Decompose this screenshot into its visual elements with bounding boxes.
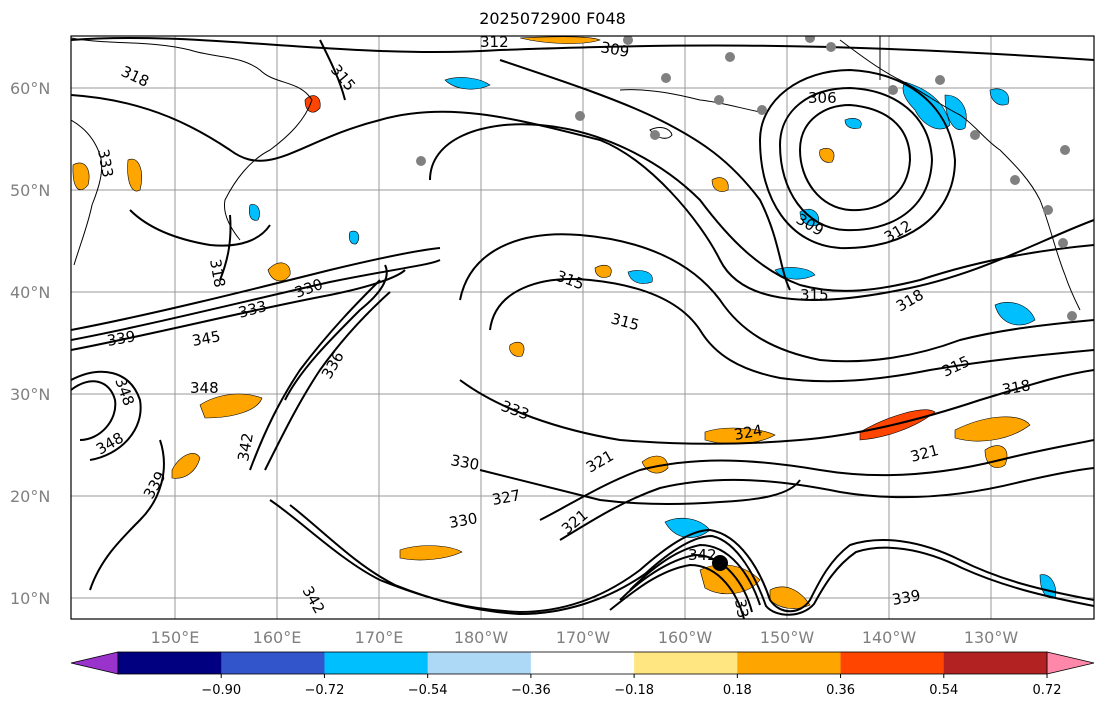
colorbar-tick-label: −0.54	[408, 683, 448, 698]
colorbar-tick-label: 0.54	[929, 683, 958, 698]
lat-label: 30°N	[10, 385, 50, 404]
contour-label: 327	[491, 486, 522, 509]
contour-label: 318	[1001, 376, 1032, 399]
colorbar-tick-label: −0.36	[511, 683, 551, 698]
colorbar-cell	[840, 652, 945, 674]
lat-label: 60°N	[10, 79, 50, 98]
coastlines	[71, 36, 1081, 311]
contour-label: 324	[733, 421, 764, 444]
map-title: 2025072900 F048	[479, 9, 626, 28]
colorbar: −0.90 −0.72 −0.54 −0.36 −0.18 0.18 0.36 0.54 0.7…	[70, 651, 1095, 698]
lon-label: 170°W	[556, 628, 611, 647]
contour-lines	[71, 36, 1094, 619]
lon-label: 160°W	[658, 628, 713, 647]
contour-label: 333	[94, 148, 117, 179]
longitude-labels: 150°E 160°E 170°E 180°W 170°W 160°W 150°…	[151, 628, 1019, 647]
colorbar-tick-label: −0.72	[305, 683, 345, 698]
colorbar-cell	[118, 652, 222, 674]
contour-label: 315	[800, 286, 829, 304]
lon-label: 140°W	[862, 628, 917, 647]
colorbar-cell	[324, 652, 429, 674]
lon-label: 170°E	[355, 628, 404, 647]
lat-label: 40°N	[10, 283, 50, 302]
contour-label: 318	[206, 258, 229, 289]
map-frame	[70, 35, 1095, 620]
lat-label: 10°N	[10, 589, 50, 608]
colorbar-cell	[943, 652, 1048, 674]
map-plot-area: 318 315 312 309 306 309 312 315 318 315 …	[71, 33, 1094, 629]
colorbar-tick-label: 0.36	[826, 683, 855, 698]
lon-label: 150°W	[760, 628, 815, 647]
colorbar-tick-label: −0.90	[201, 683, 241, 698]
lat-label: 50°N	[10, 181, 50, 200]
colorbar-tick-label: 0.18	[723, 683, 752, 698]
contour-label: 330	[449, 451, 480, 474]
contour-label: 342	[234, 431, 257, 462]
colorbar-extend-left	[70, 651, 119, 675]
contour-label: 312	[480, 33, 509, 51]
contour-label: 348	[190, 379, 219, 397]
contour-label: 342	[688, 546, 717, 564]
contour-label: 336	[731, 598, 754, 629]
contour-label: 330	[448, 509, 479, 532]
lon-label: 150°E	[151, 628, 200, 647]
contour-label: 309	[599, 38, 630, 61]
storm-center-marker	[712, 555, 728, 571]
contour-label: 306	[808, 89, 837, 107]
colorbar-cell	[427, 652, 532, 674]
station-dots	[416, 36, 1077, 321]
colorbar-tick-label: 0.72	[1033, 683, 1062, 698]
colorbar-cell	[737, 652, 842, 674]
contour-label: 339	[106, 327, 137, 350]
contour-label: 339	[891, 586, 922, 609]
lon-label: 160°E	[253, 628, 302, 647]
colorbar-cell	[221, 652, 325, 674]
lon-label: 130°W	[964, 628, 1019, 647]
lon-label: 180°W	[454, 628, 509, 647]
contour-label: 345	[191, 327, 222, 350]
colorbar-extend-right	[1046, 651, 1095, 675]
colorbar-cell	[530, 652, 635, 674]
latitude-labels: 60°N 50°N 40°N 30°N 20°N 10°N	[10, 79, 50, 608]
colorbar-tick-label: −0.18	[614, 683, 654, 698]
lat-label: 20°N	[10, 487, 50, 506]
colorbar-cell	[634, 652, 738, 674]
